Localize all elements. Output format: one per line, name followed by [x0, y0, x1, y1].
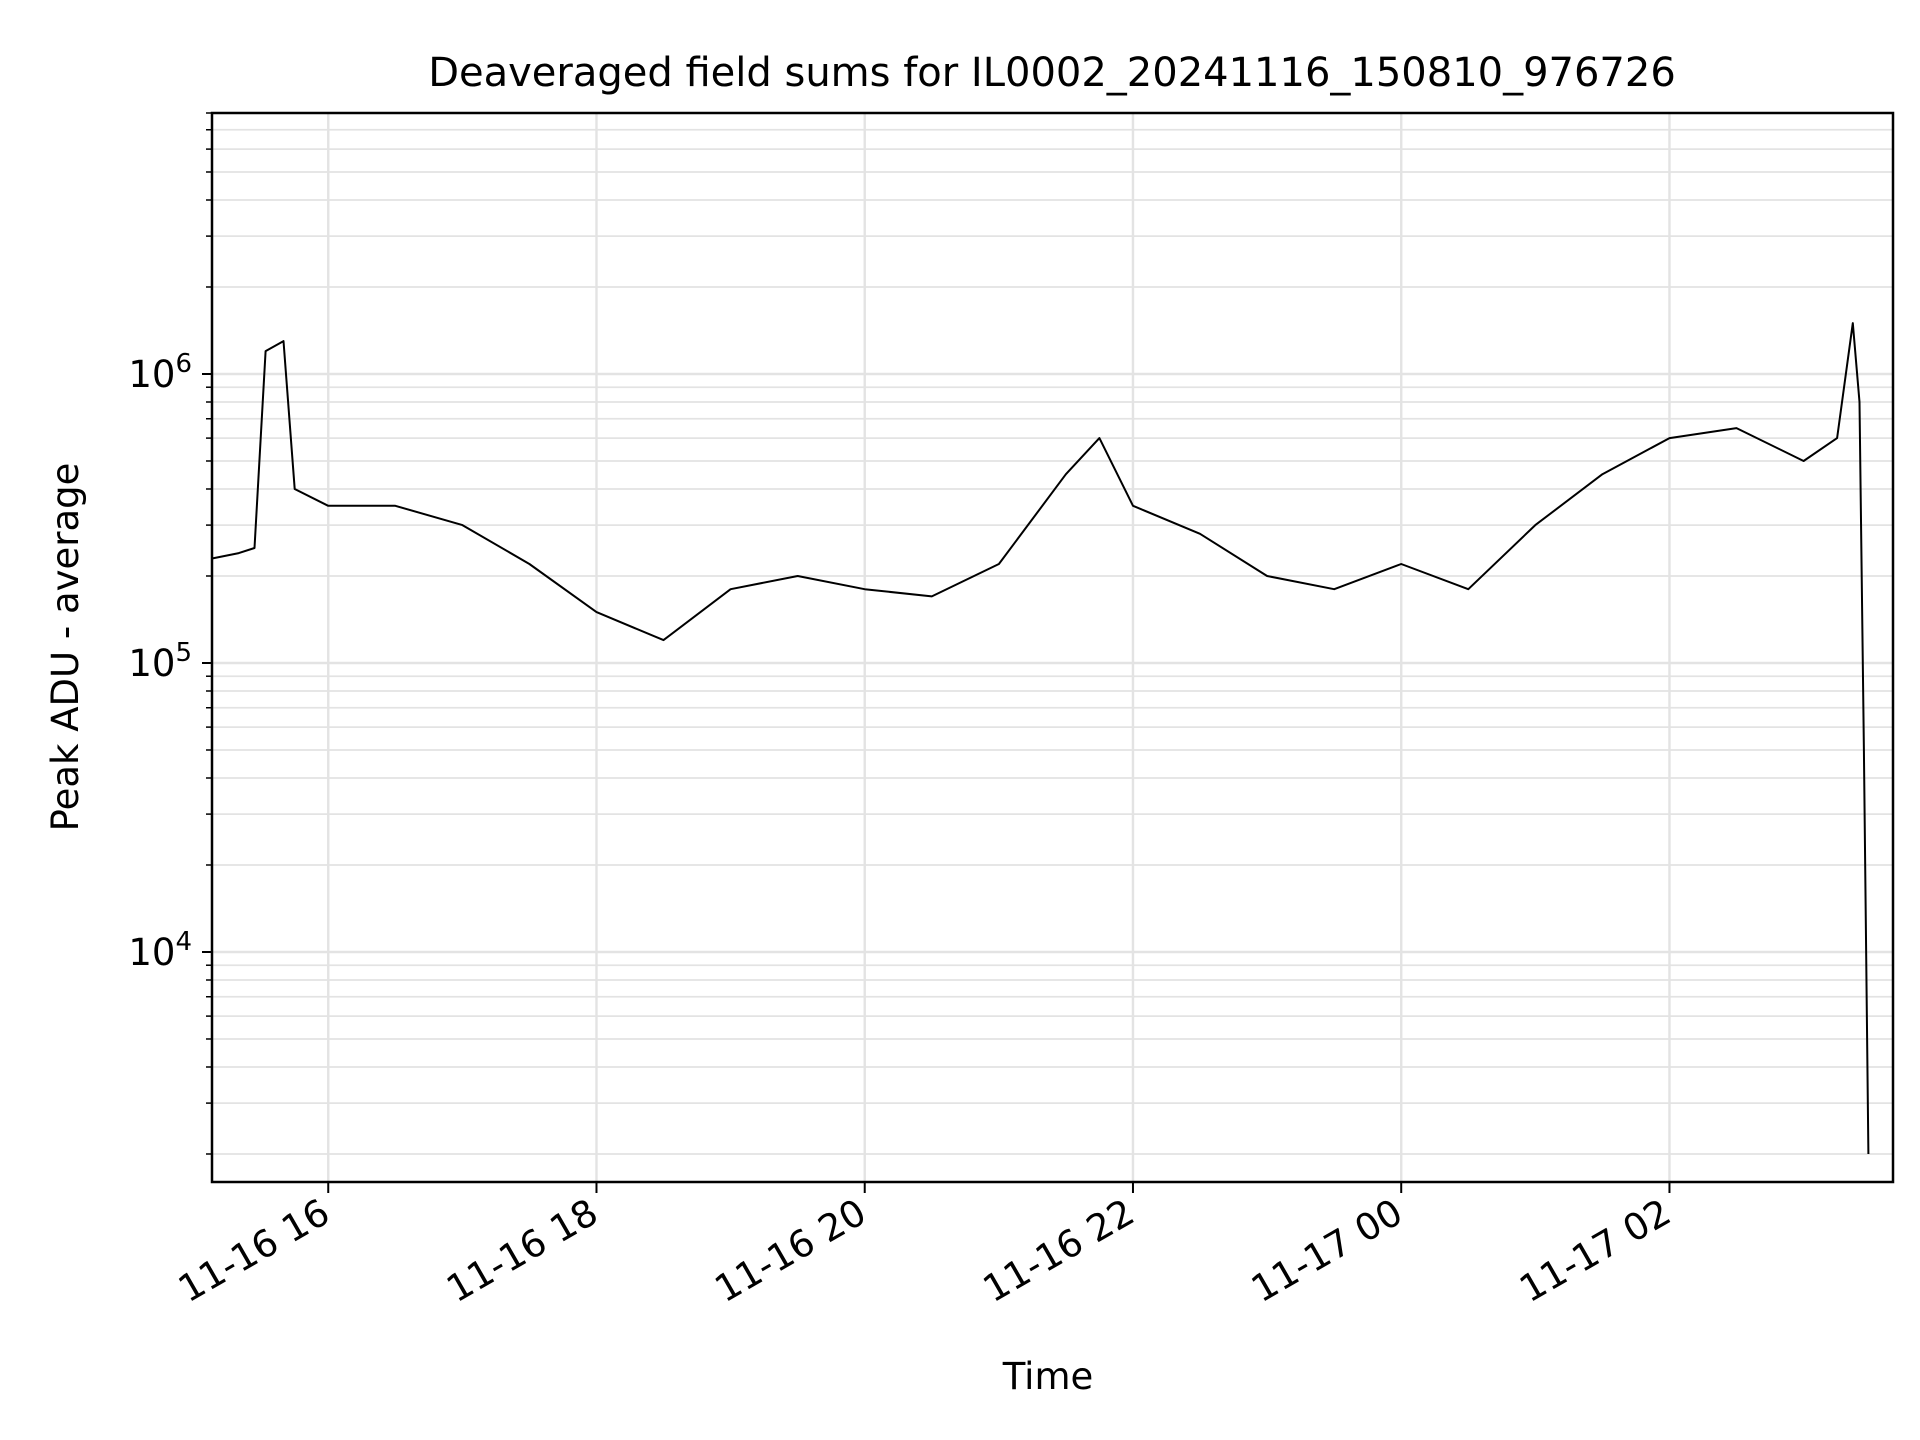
y-tick-label: 106	[128, 349, 192, 396]
plot-frame	[210, 111, 1895, 1184]
x-axis-label: Time	[1002, 1355, 1094, 1398]
y-axis-label: Peak ADU - average	[44, 463, 87, 832]
grid	[212, 112, 1893, 1182]
y-tick-label: 105	[128, 638, 192, 685]
series-layer	[211, 322, 1870, 1155]
y-axis: 104 105 106	[128, 112, 212, 1155]
series-line	[211, 322, 1870, 1155]
chart-title: Deaveraged field sums for IL0002_2024111…	[428, 50, 1676, 96]
y-tick-label: 104	[128, 927, 192, 974]
